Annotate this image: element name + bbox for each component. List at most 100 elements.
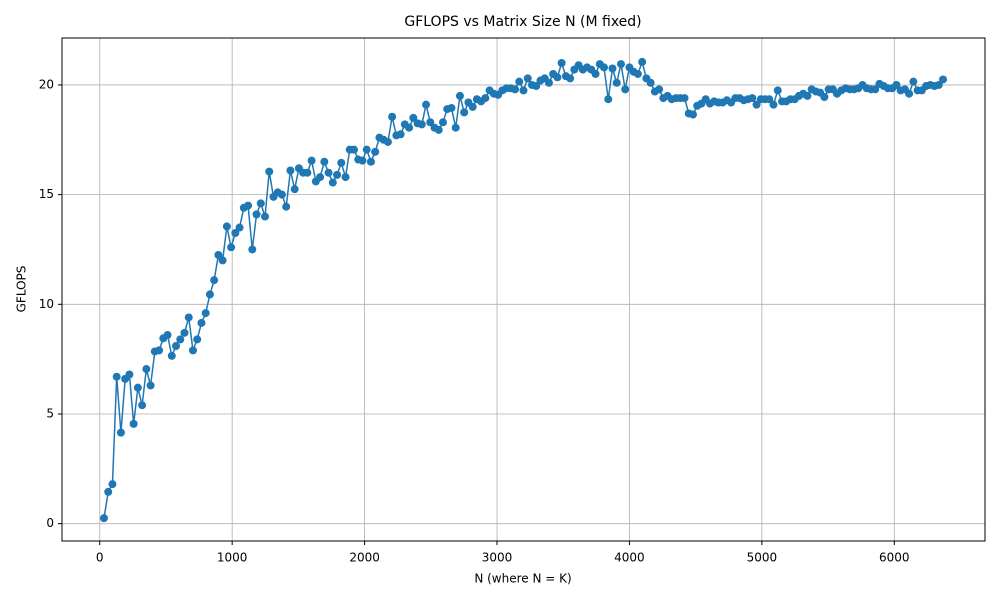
data-point	[409, 113, 418, 122]
x-tick-label: 0	[96, 551, 104, 565]
data-point	[447, 103, 456, 112]
data-point	[176, 335, 185, 344]
data-point	[532, 82, 541, 91]
data-point	[256, 199, 265, 208]
data-point	[333, 170, 342, 179]
data-point	[142, 365, 151, 374]
data-point	[544, 78, 553, 87]
y-tick-label: 0	[46, 516, 54, 530]
data-point	[341, 173, 350, 182]
y-axis-label: GFLOPS	[15, 266, 29, 313]
data-line	[103, 59, 944, 519]
data-point	[180, 328, 189, 337]
data-point	[455, 91, 464, 100]
data-point	[752, 100, 761, 109]
data-point	[231, 229, 240, 238]
data-point	[290, 185, 299, 194]
data-point	[871, 85, 880, 94]
data-point	[820, 93, 829, 102]
data-point	[638, 57, 647, 66]
data-point	[803, 91, 812, 100]
data-point	[621, 85, 630, 94]
x-tick-label: 3000	[482, 551, 513, 565]
data-point	[222, 222, 231, 231]
data-point	[366, 157, 375, 166]
data-point	[655, 85, 664, 94]
data-point	[188, 346, 197, 355]
data-point	[612, 78, 621, 87]
data-point	[244, 201, 253, 210]
data-point	[99, 514, 108, 523]
data-point	[523, 74, 532, 83]
data-point	[417, 120, 426, 129]
data-point	[608, 64, 617, 73]
data-point	[511, 85, 520, 94]
data-point	[324, 168, 333, 177]
data-point	[116, 428, 125, 437]
data-point	[214, 250, 223, 259]
data-point	[265, 167, 274, 176]
data-point	[358, 156, 367, 165]
data-point	[129, 419, 138, 428]
data-point	[396, 130, 405, 139]
data-point	[201, 309, 210, 318]
data-point	[909, 77, 918, 86]
data-point	[133, 383, 142, 392]
data-point	[388, 112, 397, 121]
data-point	[337, 158, 346, 167]
x-tick-label: 2000	[349, 551, 380, 565]
data-point	[167, 351, 176, 360]
data-point	[125, 370, 134, 379]
data-point	[939, 75, 948, 84]
data-point	[205, 290, 214, 299]
data-point	[566, 74, 575, 83]
data-point	[371, 147, 380, 156]
data-point	[235, 223, 244, 232]
data-point	[451, 123, 460, 132]
data-point	[748, 94, 757, 103]
data-point	[218, 256, 227, 265]
y-tick-label: 5	[46, 406, 54, 420]
data-point	[172, 341, 181, 350]
data-point	[934, 80, 943, 89]
data-point	[163, 331, 172, 340]
x-tick-label: 1000	[217, 551, 248, 565]
data-point	[227, 243, 236, 252]
data-point	[426, 118, 435, 127]
data-point	[104, 487, 113, 496]
plot-frame	[61, 37, 986, 542]
data-point	[773, 86, 782, 95]
data-point	[320, 157, 329, 166]
data-point	[252, 210, 261, 219]
data-point	[277, 190, 286, 199]
data-point	[519, 86, 528, 95]
data-point	[515, 77, 524, 86]
data-point	[146, 381, 155, 390]
data-point	[600, 63, 609, 72]
data-point	[193, 335, 202, 344]
data-point	[438, 118, 447, 127]
data-point	[460, 108, 469, 117]
y-tick-label: 15	[39, 187, 54, 201]
data-point	[303, 168, 312, 177]
y-tick-label: 20	[39, 77, 54, 91]
data-point	[349, 145, 358, 154]
data-point	[316, 173, 325, 182]
data-point	[481, 94, 490, 103]
data-point	[689, 110, 698, 119]
x-tick-label: 4000	[614, 551, 645, 565]
data-point	[108, 480, 117, 489]
x-tick-label: 5000	[747, 551, 778, 565]
data-point	[282, 202, 291, 211]
data-point	[184, 313, 193, 322]
data-point	[633, 69, 642, 78]
data-point	[328, 178, 337, 187]
data-point	[591, 69, 600, 78]
data-point	[286, 166, 295, 175]
x-tick-label: 6000	[879, 551, 910, 565]
data-point	[261, 212, 270, 221]
data-point	[383, 137, 392, 146]
data-point	[468, 102, 477, 111]
data-point	[405, 123, 414, 132]
